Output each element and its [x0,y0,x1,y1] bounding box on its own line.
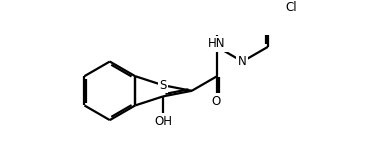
Text: O: O [211,95,220,108]
Text: HN: HN [208,37,226,50]
Text: N: N [238,55,247,68]
Text: OH: OH [154,115,172,128]
Text: Cl: Cl [285,1,297,14]
Text: S: S [159,79,167,92]
